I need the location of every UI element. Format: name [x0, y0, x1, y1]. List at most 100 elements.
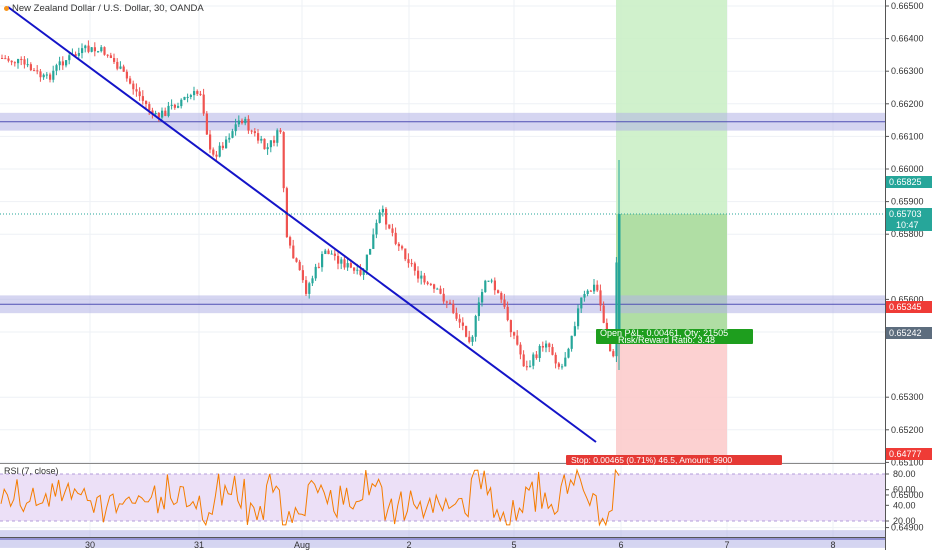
rsi-title[interactable]: RSI (7, close)	[4, 466, 59, 476]
svg-text:0.65345: 0.65345	[889, 302, 922, 312]
candle-body	[58, 61, 61, 66]
price-tick-label: 0.66500	[891, 1, 924, 11]
candle-body	[497, 290, 500, 293]
candle-body	[529, 365, 532, 367]
candle-body	[609, 337, 612, 352]
price-tick-label: 0.65600	[891, 294, 924, 304]
candle-body	[618, 214, 621, 344]
candle-body	[599, 290, 602, 306]
candle-body	[481, 292, 484, 303]
profit-zone[interactable]	[616, 0, 727, 214]
price-axis[interactable]: 0.66500 0.66400 0.66300 0.66200 0.66100 0.660…	[885, 1, 924, 550]
candle-body	[602, 305, 605, 323]
candle-body	[84, 45, 87, 49]
candle-body	[375, 222, 378, 235]
candle-body	[189, 95, 192, 97]
candle-body	[413, 263, 416, 271]
last-price-label: 0.65825	[886, 176, 932, 188]
candle-body	[516, 335, 519, 345]
candle-body	[385, 208, 388, 225]
candle-body	[509, 320, 512, 333]
stop-info-tag[interactable]: Stop: 0.00465 (0.71%) 46.5, Amount: 9900	[566, 455, 782, 465]
price-tick-label: 0.66000	[891, 164, 924, 174]
time-tick-label: 6	[618, 540, 623, 550]
rsi-tick-label: 40.00	[893, 500, 916, 510]
price-tick-label: 0.65200	[891, 425, 924, 435]
candle-body	[324, 250, 327, 255]
candle-body	[170, 104, 173, 106]
candle-body	[445, 301, 448, 303]
svg-text:0.65825: 0.65825	[889, 177, 922, 187]
candle-body	[436, 288, 439, 290]
candle-body	[381, 208, 384, 213]
candle-body	[199, 93, 202, 95]
candle-body	[109, 55, 112, 59]
candle-body	[567, 348, 570, 358]
candle-body	[145, 100, 148, 105]
candle-body	[97, 51, 100, 53]
candle-body	[308, 283, 311, 294]
svg-text:Stop: 0.00465 (0.71%) 46.5, Am: Stop: 0.00465 (0.71%) 46.5, Amount: 9900	[571, 455, 732, 465]
candle-body	[289, 237, 292, 246]
candle-body	[17, 59, 20, 64]
candle-body	[429, 283, 432, 285]
candle-body	[196, 91, 199, 94]
svg-text:0.64777: 0.64777	[889, 449, 922, 459]
candle-body	[49, 74, 52, 80]
candle-body	[61, 61, 64, 66]
candle-body	[321, 254, 324, 268]
candle-body	[461, 322, 464, 326]
price-tick-label: 0.64900	[891, 523, 924, 533]
candle-body	[263, 138, 266, 150]
candle-body	[410, 263, 413, 265]
candle-body	[231, 131, 234, 138]
candle-body	[362, 270, 365, 275]
candle-body	[564, 357, 567, 367]
candle-body	[45, 74, 48, 76]
candle-body	[154, 112, 157, 114]
candle-body	[426, 282, 429, 284]
candle-body	[615, 262, 618, 357]
candle-body	[180, 99, 183, 107]
candle-body	[295, 258, 298, 262]
open-pnl-tag[interactable]: Open P&L: 0.00461, Qty: 21505 Risk/Rewar…	[596, 328, 753, 345]
candle-body	[87, 45, 90, 52]
candle-body	[484, 280, 487, 293]
rsi-axis[interactable]: 80.00 60.00 40.00 20.00	[885, 469, 916, 526]
candle-body	[13, 62, 16, 64]
candle-body	[125, 71, 128, 79]
candle-body	[513, 332, 516, 336]
candle-body	[250, 130, 253, 132]
main-pane[interactable]	[0, 0, 885, 463]
candle-body	[522, 354, 525, 367]
candle-body	[113, 58, 116, 62]
rsi-band	[0, 474, 885, 521]
candle-body	[33, 70, 36, 72]
candle-body	[202, 94, 205, 114]
time-axis[interactable]: 30 31 Aug 2 5 6 7 8	[85, 540, 836, 550]
candle-body	[593, 284, 596, 292]
horizontal-zones[interactable]	[0, 112, 885, 548]
candle-body	[465, 325, 468, 337]
price-tick-label: 0.65800	[891, 229, 924, 239]
candle-body	[359, 269, 362, 275]
candle-body	[538, 346, 541, 359]
price-tick-label: 0.65300	[891, 392, 924, 402]
trendline[interactable]	[7, 6, 597, 443]
candle-body	[68, 55, 71, 61]
rsi-line	[0, 468, 620, 527]
candle-body	[276, 130, 279, 143]
candle-body	[177, 106, 180, 108]
candle-body	[29, 64, 32, 71]
symbol-title[interactable]: New Zealand Dollar / U.S. Dollar, 30, OA…	[4, 3, 204, 14]
candle-body	[228, 137, 231, 140]
candle-body	[369, 248, 372, 255]
candle-body	[394, 232, 397, 244]
candle-body	[506, 306, 509, 321]
candle-body	[81, 48, 84, 54]
candle-body	[173, 104, 176, 108]
entry-price-label: 0.65703 10:47	[886, 208, 932, 231]
svg-text:0.65703: 0.65703	[889, 209, 922, 219]
